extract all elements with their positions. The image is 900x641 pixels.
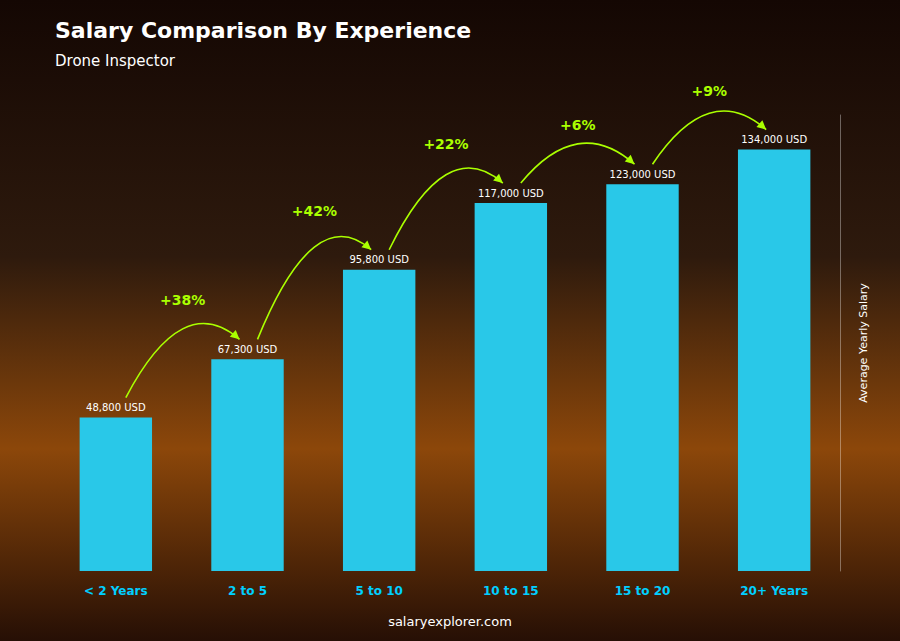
svg-text:2 to 5: 2 to 5 [228, 584, 267, 598]
svg-text:+9%: +9% [692, 83, 728, 99]
svg-text:117,000 USD: 117,000 USD [478, 188, 544, 199]
svg-text:+42%: +42% [292, 203, 337, 219]
svg-text:10 to 15: 10 to 15 [483, 584, 539, 598]
svg-text:134,000 USD: 134,000 USD [741, 134, 807, 145]
svg-text:salaryexplorer.com: salaryexplorer.com [388, 614, 512, 629]
svg-text:Average Yearly Salary: Average Yearly Salary [857, 283, 870, 403]
svg-text:5 to 10: 5 to 10 [355, 584, 402, 598]
svg-text:67,300 USD: 67,300 USD [218, 344, 278, 355]
svg-text:20+ Years: 20+ Years [740, 584, 808, 598]
svg-text:15 to 20: 15 to 20 [615, 584, 671, 598]
svg-text:+38%: +38% [160, 292, 205, 308]
svg-text:48,800 USD: 48,800 USD [86, 402, 146, 413]
svg-text:< 2 Years: < 2 Years [84, 584, 148, 598]
svg-text:123,000 USD: 123,000 USD [610, 169, 676, 180]
svg-text:+22%: +22% [423, 136, 468, 152]
svg-text:Drone Inspector: Drone Inspector [55, 52, 176, 70]
svg-text:95,800 USD: 95,800 USD [349, 254, 409, 265]
svg-text:Salary Comparison By Experienc: Salary Comparison By Experience [55, 18, 471, 43]
svg-text:+6%: +6% [560, 117, 596, 133]
